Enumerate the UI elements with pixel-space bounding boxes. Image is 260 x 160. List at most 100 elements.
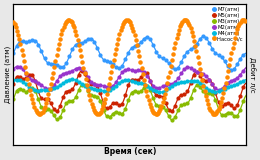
Point	[105, 86, 109, 88]
Point	[198, 67, 202, 70]
Point	[206, 103, 210, 106]
Point	[195, 84, 199, 87]
Point	[198, 81, 202, 84]
Point	[226, 102, 230, 104]
X-axis label: Время (сек): Время (сек)	[103, 147, 156, 156]
Point	[121, 23, 125, 25]
Point	[12, 23, 17, 26]
Point	[95, 47, 99, 49]
Point	[39, 84, 43, 86]
Point	[139, 69, 143, 72]
Point	[57, 43, 61, 45]
Point	[126, 79, 131, 82]
Point	[207, 89, 211, 91]
Point	[70, 69, 75, 72]
Point	[61, 82, 65, 84]
Point	[232, 41, 236, 44]
Point	[64, 21, 68, 23]
Point	[33, 80, 37, 82]
Point	[167, 115, 171, 118]
Point	[173, 104, 177, 107]
Point	[15, 76, 19, 78]
Point	[195, 80, 199, 83]
Point	[136, 79, 140, 82]
Point	[111, 102, 115, 105]
Point	[67, 71, 72, 73]
Point	[183, 19, 187, 21]
Point	[179, 94, 183, 96]
Point	[15, 29, 19, 32]
Point	[222, 87, 226, 89]
Point	[238, 81, 242, 84]
Point	[64, 80, 68, 82]
Point	[126, 51, 131, 54]
Point	[120, 64, 124, 67]
Point	[126, 68, 131, 71]
Point	[219, 101, 223, 103]
Point	[108, 61, 112, 64]
Point	[192, 80, 196, 82]
Point	[145, 72, 149, 75]
Point	[30, 39, 34, 42]
Point	[21, 68, 25, 71]
Point	[111, 87, 115, 89]
Point	[207, 42, 211, 44]
Point	[133, 69, 137, 72]
Point	[114, 84, 118, 87]
Point	[191, 35, 195, 37]
Point	[136, 44, 140, 46]
Point	[148, 80, 152, 82]
Point	[24, 77, 28, 80]
Point	[111, 63, 115, 66]
Point	[114, 111, 118, 113]
Point	[86, 76, 90, 79]
Point	[123, 107, 127, 110]
Point	[129, 92, 134, 94]
Point	[58, 105, 62, 107]
Point	[43, 105, 47, 108]
Point	[167, 83, 171, 86]
Point	[232, 68, 236, 70]
Point	[150, 109, 154, 111]
Point	[213, 90, 218, 93]
Point	[30, 86, 34, 89]
Point	[46, 88, 50, 91]
Point	[100, 108, 104, 111]
Point	[11, 52, 16, 54]
Point	[71, 23, 75, 26]
Point	[80, 67, 84, 70]
Point	[105, 107, 109, 110]
Point	[203, 90, 207, 92]
Point	[180, 20, 185, 23]
Point	[115, 42, 119, 45]
Point	[64, 62, 68, 64]
Point	[141, 73, 145, 75]
Point	[42, 89, 47, 91]
Point	[145, 94, 149, 97]
Point	[227, 64, 231, 66]
Point	[188, 48, 193, 51]
Point	[39, 50, 43, 53]
Point	[157, 86, 161, 89]
Point	[92, 87, 96, 90]
Point	[84, 78, 88, 80]
Point	[232, 84, 236, 87]
Point	[173, 116, 177, 118]
Point	[86, 89, 90, 92]
Point	[49, 88, 53, 90]
Point	[142, 37, 146, 40]
Point	[139, 41, 143, 44]
Point	[185, 20, 189, 22]
Point	[95, 88, 99, 91]
Point	[117, 104, 121, 106]
Point	[241, 99, 245, 102]
Point	[167, 109, 171, 111]
Point	[162, 97, 166, 100]
Point	[52, 114, 56, 117]
Point	[157, 91, 161, 93]
Point	[219, 87, 224, 90]
Point	[18, 43, 23, 46]
Point	[27, 88, 31, 91]
Point	[86, 86, 90, 88]
Point	[154, 90, 158, 93]
